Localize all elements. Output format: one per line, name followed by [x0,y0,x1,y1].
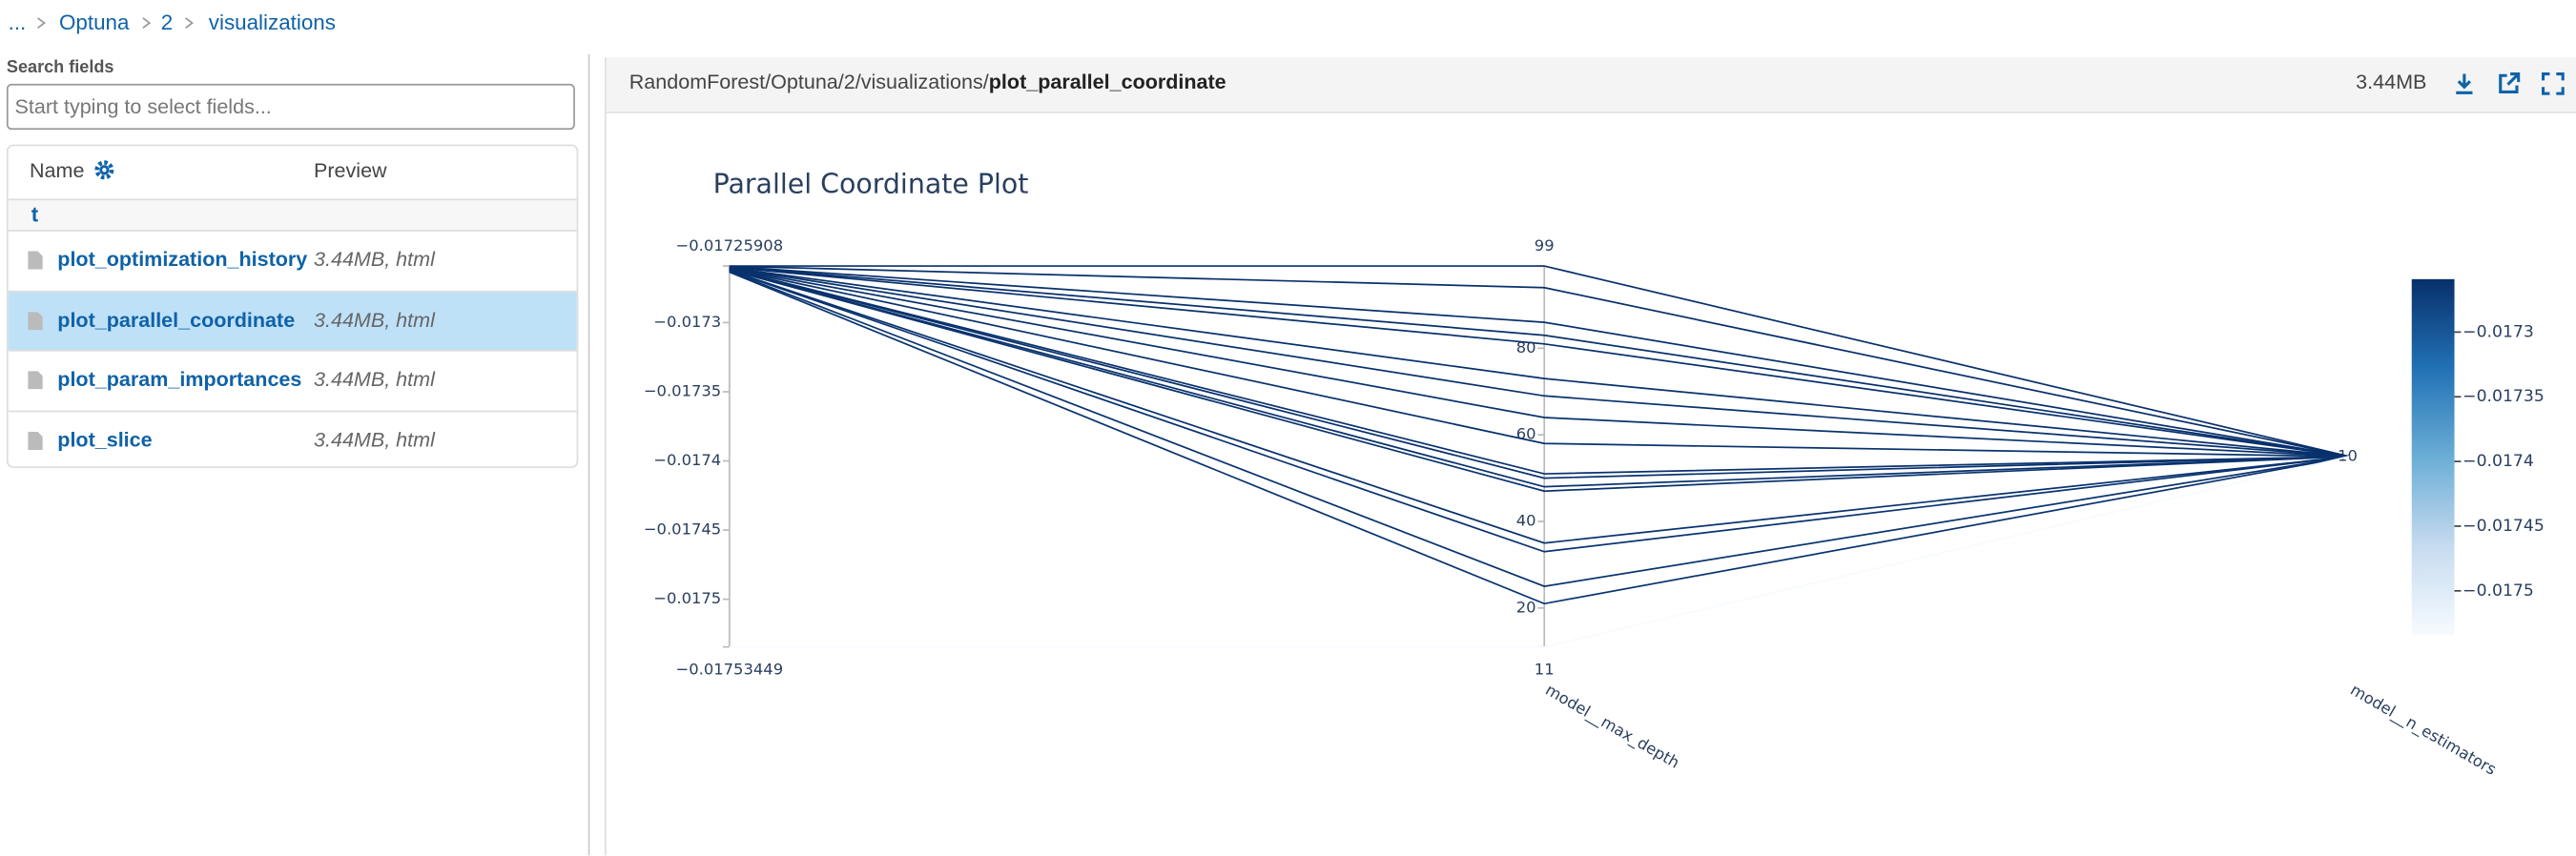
divider [587,53,590,856]
colorbar-tick-label: −0.01745 [2463,517,2545,536]
search-input[interactable]: Start typing to select fields... [6,83,575,131]
data-line [729,268,2350,458]
axis-tick-label: −0.0175 [653,589,721,607]
data-line [729,266,2350,458]
data-line [729,265,2350,458]
file-name[interactable]: plot_optimization_history [57,248,308,272]
file-row[interactable]: plot_param_importances 3.44MB, html [8,349,577,409]
data-line [729,267,2350,458]
data-line [729,269,2350,488]
axis-tick-label: −0.01745 [644,520,721,539]
file-name[interactable]: plot_slice [57,427,153,451]
axis-tick-label: −0.01725908 [676,236,784,255]
file-name[interactable]: plot_param_importances [57,367,302,391]
file-preview: 3.44MB, html [314,427,435,451]
type-row: t [8,198,577,231]
breadcrumb-link[interactable]: 2 [160,10,174,35]
path-prefix: RandomForest/Optuna/2/visualizations/ [629,71,989,94]
data-line [729,265,2350,458]
axis-tick-label: −0.01753449 [676,660,784,678]
axis-tick-label: −0.0173 [653,313,721,331]
colorbar [2411,278,2455,636]
axis-tick-label: −0.01735 [644,381,721,399]
file-row[interactable]: plot_slice 3.44MB, html [8,409,577,466]
breadcrumb-link[interactable]: visualizations [208,10,336,35]
viewer-header: RandomForest/Optuna/2/visualizations/plo… [606,57,2576,113]
axis-label: model__n_estimators [2347,681,2500,780]
file-row[interactable]: plot_parallel_coordinate 3.44MB, html [8,290,577,350]
data-line [729,265,2350,458]
data-line [729,265,2350,458]
file-icon [28,311,43,330]
file-name[interactable]: plot_parallel_coordinate [57,307,296,332]
breadcrumb-link[interactable]: Optuna [59,10,130,35]
file-preview: 3.44MB, html [314,307,435,332]
file-preview: 3.44MB, html [314,367,435,391]
open-external-icon[interactable] [2497,71,2521,95]
column-header: Preview [314,159,387,183]
chevron [185,17,194,29]
settings-icon[interactable] [93,159,114,180]
file-path: RandomForest/Optuna/2/visualizations/plo… [629,71,1226,93]
data-line [729,267,2350,458]
data-line [729,270,2350,588]
type-marker[interactable]: t [31,201,39,227]
colorbar-tick-label: −0.0173 [2463,322,2534,341]
data-line [729,269,2350,493]
colorbar-tick-label: −0.0174 [2463,452,2534,471]
file-name: plot_parallel_coordinate [988,71,1226,94]
data-line [729,268,2350,475]
chevron [142,17,152,29]
data-line [729,269,2350,544]
column-header: Name [30,159,85,183]
axis-tick-label: 20 [1516,598,1536,616]
colorbar-tick-label: −0.01735 [2463,387,2545,406]
data-line [729,271,2350,605]
axis-tick-label: 99 [1535,236,1555,255]
viewer: RandomForest/Optuna/2/visualizations/plo… [604,57,2576,856]
chart-title: Parallel Coordinate Plot [713,169,1029,200]
file-icon [28,371,43,390]
chevron [37,17,46,29]
data-line [729,268,2350,479]
file-preview: 3.44MB, html [314,248,435,272]
file-size: 3.44MB [2356,71,2427,94]
axis-label: model__max_depth [1542,681,1682,773]
data-line [729,266,2350,458]
data-line [729,270,2350,553]
axis-tick-label: −0.0174 [653,451,721,469]
breadcrumb-link[interactable]: ... [8,10,27,35]
search-label: Search fields [6,57,114,77]
data-line [729,456,2350,648]
axis-tick-label: 11 [1535,660,1555,678]
file-icon [28,431,43,450]
file-icon [28,251,43,270]
axis-tick-label: 40 [1516,511,1536,529]
colorbar-tick-label: −0.0175 [2463,581,2534,601]
download-icon[interactable] [2453,72,2476,95]
file-row[interactable]: plot_optimization_history 3.44MB, html [8,230,577,289]
file-table: Name Preview t plot_optimization_history… [6,144,579,468]
fullscreen-icon[interactable] [2541,71,2565,95]
